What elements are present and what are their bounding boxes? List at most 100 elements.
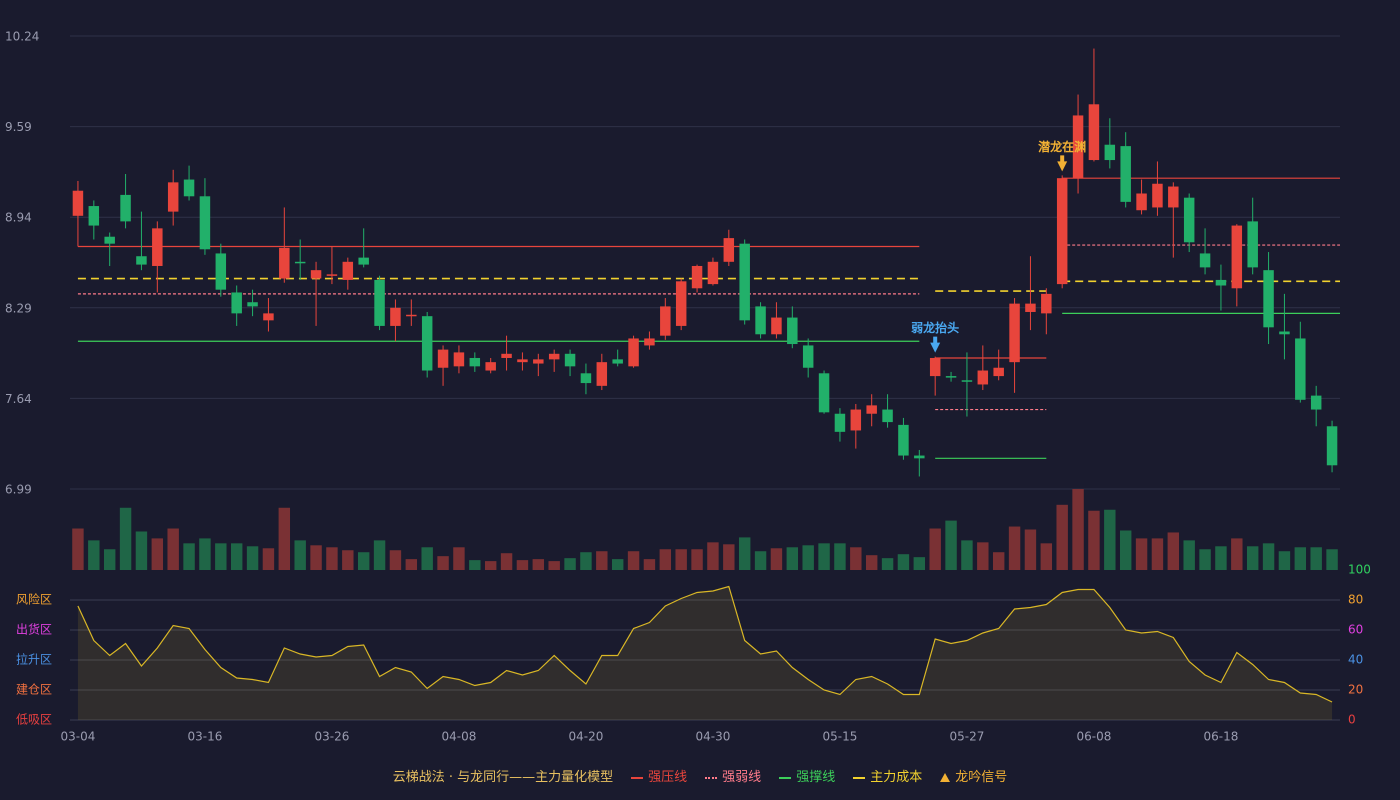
candle-body [755,306,766,335]
y2-tick-label: 100 [1348,563,1371,577]
y-tick-label: 8.94 [5,211,32,225]
candle-body [739,243,750,321]
y2-tick-label: 80 [1348,593,1363,607]
y-tick-label: 7.64 [5,392,32,406]
candle-body [914,455,925,459]
candle-body [1231,225,1243,289]
x-tick-label: 03-04 [61,730,96,744]
volume-bar [596,551,608,570]
candle-body [787,317,798,345]
zone-label: 拉升区 [16,652,52,667]
legend-label: 主力成本 [870,770,923,785]
candle-body [850,409,862,431]
candle-body [1009,303,1020,363]
zone-label: 建仓区 [16,683,52,697]
volume-bar [373,540,386,570]
x-tick-label: 03-26 [315,730,350,744]
y-tick-label: 9.59 [5,120,32,134]
volume-bar [1167,532,1180,570]
candle-body [564,353,576,367]
volume-bar [294,540,306,570]
legend-item: 强压线 [631,770,687,785]
candle-body [421,316,433,371]
candle-body [437,349,449,368]
volume-bar [484,561,497,570]
volume-bar [564,558,576,570]
volume-bar [770,548,783,570]
x-tick-label: 06-08 [1077,730,1112,744]
candle-body [1247,221,1258,268]
volume-bar [326,547,338,570]
candle-body [1326,426,1338,466]
volume-bar [1151,538,1164,570]
candle-body [675,281,687,326]
legend-title: 云梯战法 · 与龙同行——主力量化模型 [392,770,614,785]
candle-body [818,373,830,413]
volume-bar [961,540,973,570]
candle-body [215,253,227,290]
volume-bar [929,528,941,570]
candle-body [485,362,496,371]
legend-swatch [631,776,644,779]
volume-bar [1231,538,1243,570]
candle-body [406,314,417,317]
candle-body [1104,144,1116,161]
candle-body [104,236,115,244]
volume-bar [992,552,1005,570]
volume-bar [88,540,100,570]
zone-label: 风险区 [16,592,52,607]
volume-bar [580,552,592,570]
legend-item: 强撑线 [779,770,835,785]
candle-body [1025,303,1036,312]
volume-bar [1056,504,1068,570]
candle-body [183,179,195,197]
x-tick-label: 03-16 [188,730,223,744]
volume-bar [754,551,767,570]
legend-swatch [779,776,792,779]
legend-label: 龙吟信号 [955,770,1008,785]
candle-body [1295,338,1306,400]
volume-bar [119,507,132,570]
signal-label: 弱龙抬头 [911,320,959,335]
candle-body [961,380,973,382]
x-tick-label: 04-08 [442,730,477,744]
candle-body [644,338,655,346]
volume-bar [103,549,116,570]
volume-bar [135,531,148,570]
signal-label: 潜龙在渊 [1038,139,1086,154]
volume-bar [532,559,545,570]
volume-bar [802,545,814,570]
candle-body [1041,293,1052,314]
volume-bar [1310,547,1322,570]
x-tick-label: 04-30 [696,730,731,744]
volume-bar [1088,510,1100,570]
volume-bar [738,537,751,570]
volume-bar [437,556,449,570]
candle-body [1263,270,1274,328]
volume-bar [1135,538,1148,570]
candle-body [771,317,782,335]
volume-bar [342,550,354,570]
volume-bar [215,543,227,570]
candle-body [707,261,719,285]
volume-bar [1024,529,1037,570]
volume-bar [1262,543,1275,570]
y2-tick-label: 40 [1348,653,1363,667]
volume-bar [1040,543,1053,570]
volume-bar [500,553,513,570]
signal-arrow [1057,155,1068,172]
legend-label: 强压线 [648,770,688,785]
candle-body [898,424,909,456]
volume-bar [1278,551,1291,570]
candle-body [342,261,354,280]
volume-bar [1326,549,1338,570]
candle-body [358,257,369,265]
chart: 6.99 7.64 8.29 8.94 9.59 10.24 0 20 40 60 80 100 风险区… [5,30,1371,744]
candle-body [1056,178,1068,285]
candle-body [1215,279,1227,286]
candle-body [977,370,989,385]
legend-swatch [705,776,718,779]
volume-bar [707,542,719,570]
candle-body [1120,146,1131,202]
